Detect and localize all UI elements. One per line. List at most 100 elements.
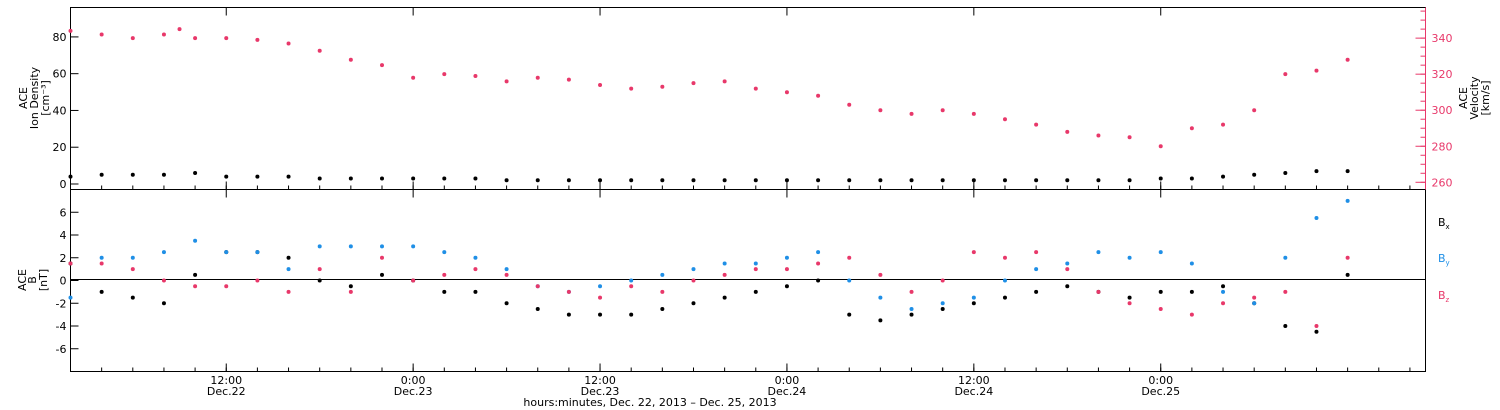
top-pink-point bbox=[411, 75, 416, 80]
top-ytick-label: 20 bbox=[53, 141, 67, 154]
top-black-point bbox=[255, 174, 260, 179]
bx-point bbox=[1002, 295, 1007, 300]
bx-point bbox=[1189, 289, 1194, 294]
top-black-point bbox=[1096, 178, 1101, 183]
by-point bbox=[442, 250, 447, 255]
bx-point bbox=[130, 295, 135, 300]
by-point bbox=[130, 255, 135, 260]
top-pink-point bbox=[1158, 144, 1163, 149]
bz-point bbox=[130, 267, 135, 272]
by-point bbox=[317, 244, 322, 249]
bx-point bbox=[1158, 289, 1163, 294]
top-pink-point bbox=[1065, 129, 1070, 134]
top-panel-frame bbox=[70, 7, 1426, 190]
bz-point bbox=[878, 272, 883, 277]
top-pink-point bbox=[442, 72, 447, 77]
top-black-point bbox=[193, 170, 198, 175]
by-point bbox=[1158, 250, 1163, 255]
bx-point bbox=[99, 289, 104, 294]
top-right-ylabel-line3: [km/s] bbox=[1479, 80, 1492, 115]
bz-point bbox=[1283, 289, 1288, 294]
top-data-points bbox=[68, 27, 1350, 183]
by-point bbox=[1221, 289, 1226, 294]
bz-point bbox=[473, 267, 478, 272]
top-pink-point bbox=[255, 37, 260, 42]
bx-point bbox=[940, 306, 945, 311]
top-black-point bbox=[286, 174, 291, 179]
bottom-ylabel-line3: [nT] bbox=[37, 269, 50, 291]
by-point bbox=[1065, 261, 1070, 266]
bx-point bbox=[753, 289, 758, 294]
by-point bbox=[379, 244, 384, 249]
top-pink-point bbox=[193, 36, 198, 41]
top-pink-point bbox=[598, 82, 603, 87]
top-black-point bbox=[753, 178, 758, 183]
top-black-point bbox=[1065, 178, 1070, 183]
x-axis-title: hours:minutes, Dec. 22, 2013 – Dec. 25, … bbox=[523, 396, 776, 409]
top-left-ylabel: ACE Ion Density [cm⁻³] bbox=[17, 66, 52, 129]
bx-point bbox=[847, 312, 852, 317]
bz-point bbox=[1314, 324, 1319, 328]
bx-point bbox=[691, 301, 696, 306]
bottom-ylabel-line1: ACE bbox=[16, 269, 29, 291]
by-point bbox=[909, 306, 914, 311]
bz-point bbox=[722, 272, 727, 277]
bz-point bbox=[660, 289, 665, 294]
bx-point bbox=[1314, 329, 1319, 334]
top-right-ticks: 260 280 300 320 340 bbox=[1415, 10, 1453, 189]
bz-point bbox=[1345, 255, 1350, 260]
x-tick-date: Dec.23 bbox=[581, 385, 620, 398]
bz-point bbox=[940, 278, 945, 283]
top-pink-point bbox=[317, 48, 322, 53]
bz-point bbox=[598, 295, 603, 300]
top-pink-point bbox=[473, 73, 478, 78]
top-pink-point bbox=[177, 27, 182, 32]
legend-bx: Bx bbox=[1438, 216, 1450, 231]
bz-point bbox=[1221, 301, 1226, 306]
by-point bbox=[816, 250, 821, 255]
by-point bbox=[68, 295, 73, 300]
top-ytick-label: 0 bbox=[60, 178, 67, 191]
top-pink-point bbox=[1034, 122, 1039, 127]
top-right-ylabel-line2: Velocity bbox=[1468, 76, 1481, 120]
bx-point bbox=[722, 295, 727, 300]
x-tick-date: Dec.24 bbox=[954, 385, 993, 398]
bottom-left-ylabel: ACE B [nT] bbox=[16, 269, 50, 291]
top-black-point bbox=[1158, 176, 1163, 181]
top-right-ylabel-line1: ACE bbox=[1457, 87, 1470, 109]
top-ytick-label: 60 bbox=[53, 68, 67, 81]
top-black-point bbox=[598, 178, 603, 183]
bx-point bbox=[1283, 324, 1288, 328]
top-pink-point bbox=[161, 32, 166, 37]
bottom-legend: Bx By Bz bbox=[1438, 216, 1450, 304]
bz-point bbox=[286, 289, 291, 294]
top-pink-point bbox=[816, 93, 821, 98]
bx-point bbox=[660, 306, 665, 311]
bz-point bbox=[1065, 267, 1070, 272]
by-point bbox=[971, 295, 976, 300]
bz-point bbox=[99, 261, 104, 266]
by-point bbox=[1034, 267, 1039, 272]
top-pink-point bbox=[691, 81, 696, 86]
top-black-point bbox=[130, 172, 135, 177]
top-black-point bbox=[878, 178, 883, 183]
top-ylabel-line3: [cm⁻³] bbox=[39, 80, 52, 116]
top-right-ytick-label: 280 bbox=[1432, 140, 1453, 153]
bz-point bbox=[847, 255, 852, 260]
top-right-ylabel: ACE Velocity [km/s] bbox=[1457, 76, 1492, 120]
by-point bbox=[598, 284, 603, 289]
legend-by: By bbox=[1438, 252, 1450, 267]
bz-point bbox=[1002, 255, 1007, 260]
bz-point bbox=[971, 250, 976, 255]
top-pink-point bbox=[1189, 126, 1194, 131]
by-point bbox=[691, 267, 696, 272]
by-point bbox=[99, 255, 104, 260]
top-black-point bbox=[317, 176, 322, 181]
top-pink-point bbox=[660, 84, 665, 89]
top-black-point bbox=[691, 178, 696, 183]
top-pink-point bbox=[566, 77, 571, 82]
top-black-point bbox=[1034, 178, 1039, 183]
top-pink-point bbox=[99, 32, 104, 37]
bz-point bbox=[816, 261, 821, 266]
